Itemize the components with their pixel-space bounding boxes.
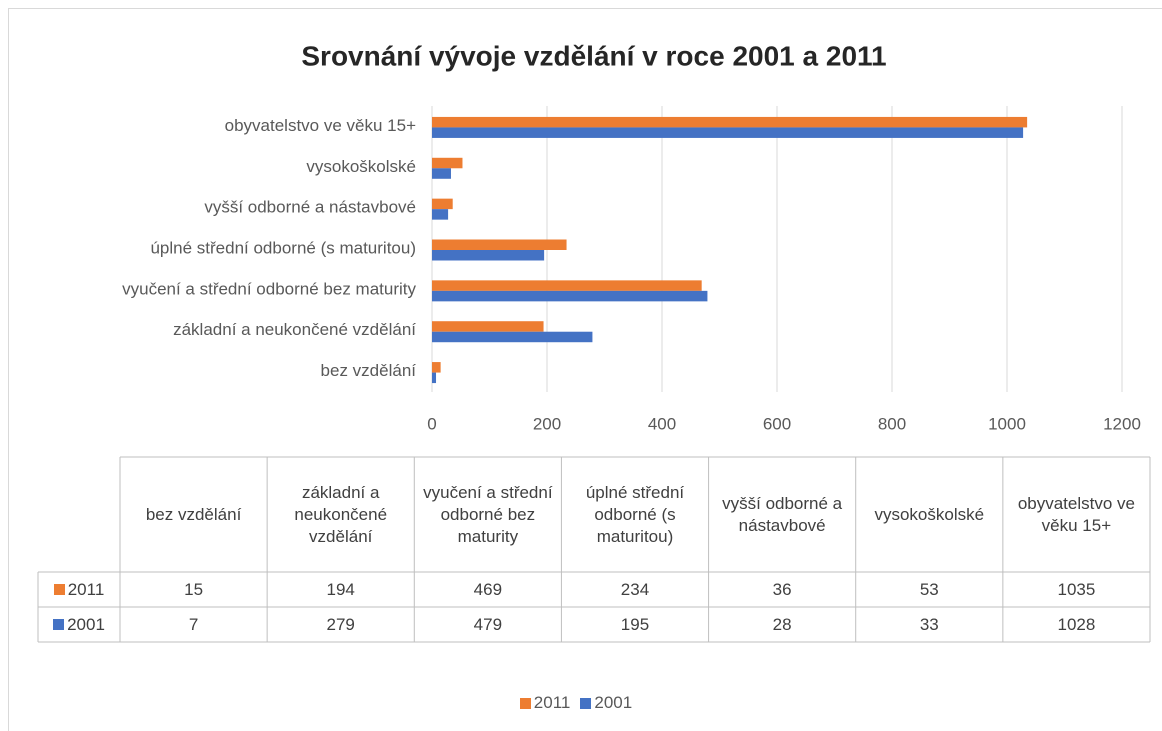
table-header: základní a neukončené vzdělání xyxy=(294,482,388,546)
bar xyxy=(432,250,545,261)
table-header: vysokoškolské xyxy=(874,504,985,524)
table-header: vyučení a střední odborné bez maturity xyxy=(423,482,553,546)
table-header: bez vzdělání xyxy=(145,504,242,524)
x-tick-label: 0 xyxy=(427,414,436,433)
table-value: 36 xyxy=(772,579,792,599)
y-tick-label: vyučení a střední odborné bez maturity xyxy=(122,279,416,298)
table-header: vyšší odborné a nástavbové xyxy=(722,493,843,535)
bar xyxy=(432,280,702,291)
bar xyxy=(432,331,593,343)
x-tick-label: 1000 xyxy=(988,414,1026,433)
legend-swatch xyxy=(519,697,531,709)
legend-key xyxy=(53,584,65,595)
x-tick-label: 800 xyxy=(878,414,906,433)
y-tick-label: obyvatelstvo ve věku 15+ xyxy=(225,116,416,135)
bar xyxy=(432,209,449,220)
table-value: 195 xyxy=(620,614,650,634)
bar xyxy=(432,372,437,384)
x-tick-label: 400 xyxy=(648,414,676,433)
table-row-label: 2001 xyxy=(38,607,120,642)
table-value: 1035 xyxy=(1057,579,1096,599)
table-value: 479 xyxy=(473,614,503,634)
chart-title: Srovnání vývoje vzdělání v roce 2001 a 2… xyxy=(301,40,886,71)
x-tick-label: 200 xyxy=(533,414,561,433)
bar xyxy=(432,127,1024,138)
bar xyxy=(432,362,441,373)
legend-key xyxy=(53,619,65,630)
bar xyxy=(432,168,451,179)
table-value: 234 xyxy=(620,579,650,599)
legend-label: 2011 xyxy=(533,693,571,712)
y-tick-label: bez vzdělání xyxy=(321,361,417,380)
row-name: 2011 xyxy=(67,579,105,599)
table-value: 1028 xyxy=(1057,614,1096,634)
x-tick-label: 600 xyxy=(763,414,791,433)
bar xyxy=(432,116,1028,128)
row-name: 2001 xyxy=(67,614,105,634)
table-header: obyvatelstvo ve věku 15+ xyxy=(1017,493,1135,535)
table-value: 469 xyxy=(473,579,503,599)
table-value: 7 xyxy=(188,614,199,634)
table-value: 28 xyxy=(772,614,792,634)
legend-swatch xyxy=(580,697,592,709)
table-value: 279 xyxy=(326,614,355,634)
table-value: 53 xyxy=(919,579,939,599)
table-value: 194 xyxy=(326,579,355,599)
bar xyxy=(432,198,453,210)
table-header: úplné střední odborné (s maturitou) xyxy=(585,482,685,546)
table-row-label: 2011 xyxy=(38,572,120,607)
bar xyxy=(432,290,708,302)
table-value: 33 xyxy=(919,614,939,634)
table-value: 15 xyxy=(184,579,204,599)
legend: 2011 2001 xyxy=(0,690,1162,716)
y-tick-label: základní a neukončené vzdělání xyxy=(173,320,416,339)
x-tick-label: 1200 xyxy=(1103,414,1141,433)
y-tick-label: úplné střední odborné (s maturitou) xyxy=(150,238,416,257)
chart-border xyxy=(8,8,1162,731)
y-tick-label: vyšší odborné a nástavbové xyxy=(204,198,416,217)
bar xyxy=(432,157,463,169)
bar xyxy=(432,239,567,250)
bar xyxy=(432,321,544,332)
legend-label: 2001 xyxy=(594,693,633,712)
y-tick-label: vysokoškolské xyxy=(306,157,416,176)
